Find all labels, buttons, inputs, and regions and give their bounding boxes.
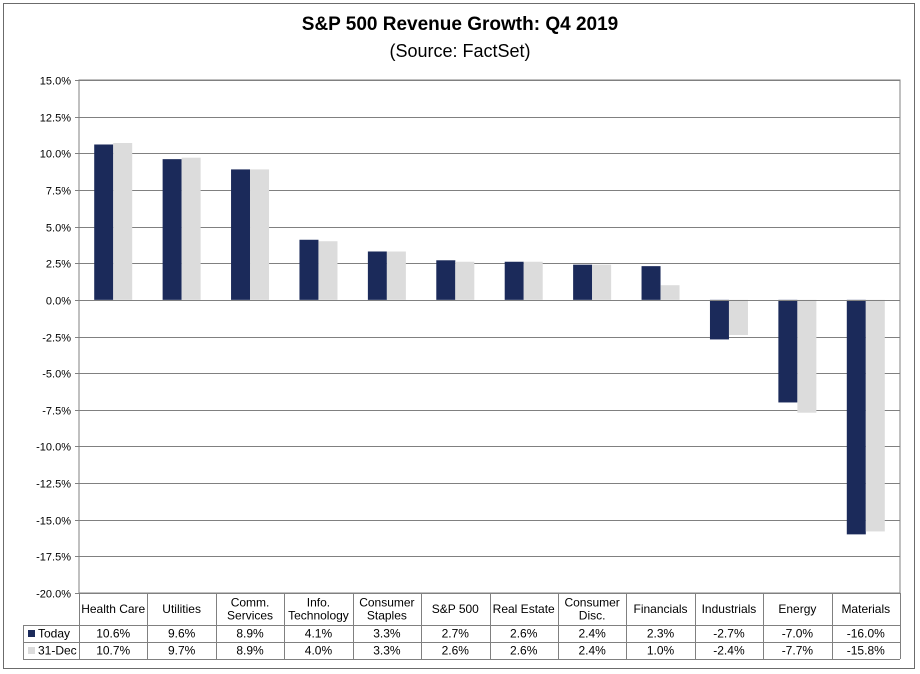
- data-label: 2.4%: [578, 627, 606, 641]
- data-label: 9.6%: [168, 627, 196, 641]
- data-label: -16.0%: [847, 627, 885, 641]
- bar-today: [778, 299, 798, 403]
- bar-dec31: [728, 299, 748, 336]
- category-label: Info.: [307, 596, 330, 610]
- y-tick-label: -7.5%: [42, 406, 71, 418]
- legend-label: Today: [38, 627, 70, 641]
- bar-today: [641, 266, 661, 300]
- y-tick-label: 15.0%: [40, 76, 71, 88]
- legend-key-dec31: [28, 647, 35, 654]
- data-label: 2.6%: [510, 644, 538, 658]
- data-label: 8.9%: [236, 627, 264, 641]
- bar-today: [231, 169, 251, 300]
- data-label: -7.0%: [782, 627, 814, 641]
- bar-dec31: [660, 285, 680, 300]
- data-label: 1.0%: [647, 644, 675, 658]
- y-tick-label: 12.5%: [40, 113, 71, 125]
- chart-title: S&P 500 Revenue Growth: Q4 2019: [301, 14, 619, 35]
- data-label: 10.7%: [96, 644, 130, 658]
- data-label: 3.3%: [373, 644, 401, 658]
- category-label: Industrials: [702, 602, 757, 616]
- bar-dec31: [181, 157, 201, 300]
- bar-dec31: [455, 261, 475, 300]
- bar-dec31: [113, 143, 133, 300]
- y-tick-label: 10.0%: [40, 149, 71, 161]
- y-tick-label: 2.5%: [46, 259, 71, 271]
- bar-today: [846, 299, 866, 535]
- data-label: 2.7%: [442, 627, 470, 641]
- legend-key-today: [28, 630, 35, 637]
- plot-area: [78, 79, 901, 594]
- data-label: 10.6%: [96, 627, 130, 641]
- data-label: 4.0%: [305, 644, 333, 658]
- bar-today: [573, 264, 593, 300]
- legend-label: 31-Dec: [38, 644, 77, 658]
- y-tick-label: 7.5%: [46, 186, 71, 198]
- y-tick-label: 5.0%: [46, 223, 71, 235]
- y-tick-label: -10.0%: [36, 442, 71, 454]
- bar-today: [94, 144, 114, 300]
- y-tick-label: -17.5%: [36, 552, 71, 564]
- data-label: 3.3%: [373, 627, 401, 641]
- y-tick-label: -20.0%: [36, 589, 71, 601]
- y-tick-label: -5.0%: [42, 369, 71, 381]
- category-label: Financials: [634, 602, 688, 616]
- category-label: Consumer: [564, 596, 619, 610]
- chart-frame: [3, 3, 915, 669]
- data-label: 2.4%: [578, 644, 606, 658]
- category-label: Consumer: [359, 596, 414, 610]
- category-label: Disc.: [579, 609, 606, 623]
- y-tick-label: 0.0%: [46, 296, 71, 308]
- data-label: -2.7%: [713, 627, 745, 641]
- bar-dec31: [865, 299, 885, 532]
- data-label: -7.7%: [782, 644, 814, 658]
- data-label: 9.7%: [168, 644, 196, 658]
- data-label: 2.3%: [647, 627, 675, 641]
- category-label: Staples: [367, 609, 407, 623]
- chart-subtitle: (Source: FactSet): [389, 41, 531, 61]
- category-label: Utilities: [162, 602, 201, 616]
- data-label: -2.4%: [713, 644, 745, 658]
- bar-dec31: [250, 169, 270, 300]
- category-label: S&P 500: [432, 602, 479, 616]
- y-tick-label: -12.5%: [36, 479, 71, 491]
- bar-today: [709, 299, 729, 340]
- data-label: 4.1%: [305, 627, 333, 641]
- category-label: Real Estate: [493, 602, 555, 616]
- category-label: Comm.: [231, 596, 270, 610]
- data-label: 8.9%: [236, 644, 264, 658]
- bar-today: [162, 159, 182, 300]
- category-label: Energy: [778, 602, 816, 616]
- bar-today: [504, 261, 524, 300]
- y-tick-label: -15.0%: [36, 516, 71, 528]
- category-label: Health Care: [81, 602, 145, 616]
- bar-dec31: [386, 251, 406, 300]
- bar-dec31: [318, 241, 338, 300]
- bar-today: [367, 251, 387, 300]
- data-label: -15.8%: [847, 644, 885, 658]
- data-label: 2.6%: [510, 627, 538, 641]
- y-tick-label: -2.5%: [42, 333, 71, 345]
- category-label: Technology: [288, 609, 349, 623]
- bar-today: [299, 239, 319, 300]
- category-label: Services: [227, 609, 273, 623]
- bar-today: [436, 260, 456, 300]
- category-label: Materials: [841, 602, 890, 616]
- bar-dec31: [797, 299, 817, 413]
- data-label: 2.6%: [442, 644, 470, 658]
- bar-dec31: [523, 261, 543, 300]
- bar-dec31: [592, 264, 612, 300]
